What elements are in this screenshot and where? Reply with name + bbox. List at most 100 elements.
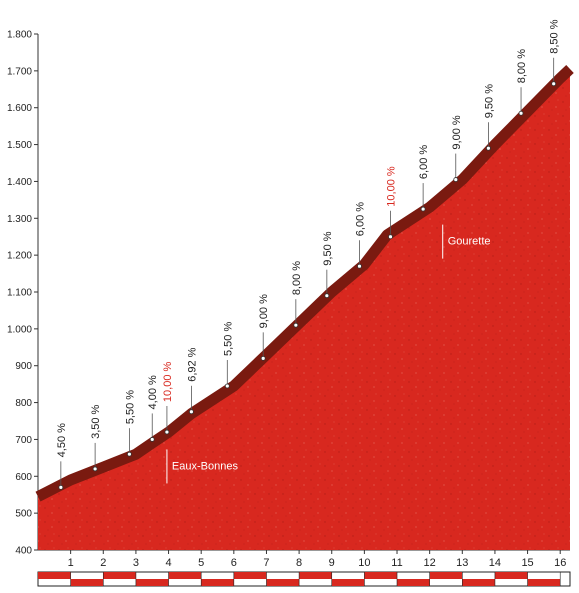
grade-label: 3,50 % [90, 404, 102, 438]
km-bar-segment [429, 572, 463, 579]
km-bar-segment [462, 579, 495, 586]
y-tick-label: 500 [15, 509, 32, 520]
y-tick-label: 1.000 [7, 324, 32, 335]
x-tick-label: 16 [554, 557, 566, 569]
grade-label: 5,50 % [222, 322, 234, 356]
km-bar-segment [38, 572, 71, 579]
grade-marker: 9,00 % [258, 294, 270, 361]
grade-point [518, 110, 524, 116]
y-tick-label: 900 [15, 361, 32, 372]
km-bar-segment [299, 572, 332, 579]
grade-marker: 6,00 % [354, 202, 366, 269]
grade-marker: 6,92 % [186, 347, 198, 415]
km-bar-segment [168, 572, 202, 579]
grade-point [486, 145, 491, 151]
x-tick-label: 1 [68, 557, 74, 569]
km-bar-segment [331, 579, 365, 586]
grade-marker: 8,50 % [549, 19, 561, 87]
grade-marker: 10,00 % [385, 166, 397, 240]
grade-point [453, 177, 459, 182]
grade-label: 8,50 % [549, 19, 561, 53]
y-tick-label: 600 [15, 472, 32, 483]
grade-point [260, 355, 266, 361]
y-tick-label: 1.600 [7, 103, 32, 114]
km-bar-segment [494, 572, 528, 579]
grade-label: 10,00 % [162, 361, 174, 402]
y-tick-label: 1.200 [7, 251, 32, 262]
grade-point [388, 234, 393, 240]
grade-point [126, 451, 132, 457]
y-tick-label: 800 [15, 398, 32, 409]
x-tick-label: 13 [456, 557, 468, 569]
grade-label: 5,50 % [124, 390, 136, 424]
grade-marker: 3,50 % [90, 404, 102, 472]
y-tick-label: 1.100 [7, 288, 32, 299]
grade-label: 9,00 % [451, 115, 463, 149]
grade-marker: 8,00 % [291, 261, 303, 328]
x-tick-label: 10 [358, 557, 370, 569]
grade-point [188, 409, 194, 415]
grade-point [293, 322, 299, 328]
grade-label: 4,00 % [147, 375, 159, 409]
y-tick-label: 1.400 [7, 177, 32, 188]
place-marker: Eaux-Bonnes [166, 449, 239, 484]
place-label: Gourette [448, 236, 491, 248]
grade-label: 9,50 % [483, 84, 495, 118]
x-axis: 1 2 3 4 5 6 7 8 9 10 11 12 13 14 15 16 [38, 549, 570, 569]
x-tick-label: 11 [391, 557, 402, 569]
y-axis: 400 500 600 700 800 900 1.000 1.100 1.200 1.300 1.… [7, 30, 39, 557]
grade-label: 8,00 % [291, 261, 303, 295]
x-tick-label: 6 [231, 557, 237, 569]
grade-label: 6,00 % [354, 202, 366, 236]
grade-point [164, 429, 170, 435]
km-bar-segment [135, 579, 169, 586]
profile-area [38, 69, 570, 550]
grade-label: 6,00 % [418, 145, 430, 179]
place-marker: Gourette [442, 224, 491, 259]
km-bar-segment [527, 579, 561, 586]
grade-point [149, 437, 155, 442]
profile-crest [35, 64, 574, 502]
x-tick-label: 9 [329, 557, 335, 569]
grade-point [324, 293, 330, 299]
y-tick-label: 1.500 [7, 140, 32, 151]
y-tick-label: 1.700 [7, 66, 32, 77]
y-tick-label: 1.800 [7, 30, 32, 41]
x-tick-label: 12 [424, 557, 436, 569]
x-tick-label: 4 [165, 557, 171, 569]
grade-point [92, 466, 98, 472]
x-tick-label: 15 [521, 557, 533, 569]
y-tick-label: 400 [15, 546, 32, 557]
grade-label: 10,00 % [385, 166, 397, 207]
y-tick-label: 1.300 [7, 214, 32, 225]
place-label: Eaux-Bonnes [172, 460, 239, 472]
grade-marker: 8,00 % [516, 49, 528, 116]
place-labels: Eaux-Bonnes Gourette [166, 224, 491, 484]
grade-marker: 4,50 % [56, 423, 68, 490]
grade-label: 6,92 % [186, 347, 198, 381]
grade-marker: 5,50 % [222, 322, 234, 389]
grade-label: 8,00 % [516, 49, 528, 83]
grade-point [420, 206, 426, 212]
grade-point [551, 81, 557, 87]
grade-marker: 6,00 % [418, 145, 430, 212]
km-bar-segment [233, 572, 267, 579]
grade-marker: 10,00 % [162, 361, 174, 435]
km-bar-segment [201, 579, 234, 586]
grade-point [224, 383, 230, 389]
grade-labels: 4,50 %3,50 % 5,50 % 4,00 % 10,00 % 6,92 %5,5… [56, 19, 561, 490]
km-bar-segment [364, 572, 398, 579]
grade-marker: 9,50 % [322, 231, 334, 299]
x-tick-label: 7 [263, 557, 269, 569]
grade-label: 4,50 % [56, 423, 68, 457]
km-bar-segment [397, 579, 430, 586]
grade-label: 9,50 % [322, 231, 334, 265]
grade-label: 9,00 % [258, 294, 270, 328]
x-tick-label: 2 [100, 557, 106, 569]
y-tick-label: 700 [15, 435, 32, 446]
x-tick-label: 5 [198, 557, 204, 569]
grade-point [58, 484, 64, 490]
km-bar-segment [103, 572, 136, 579]
kilometre-bar [37, 571, 571, 587]
